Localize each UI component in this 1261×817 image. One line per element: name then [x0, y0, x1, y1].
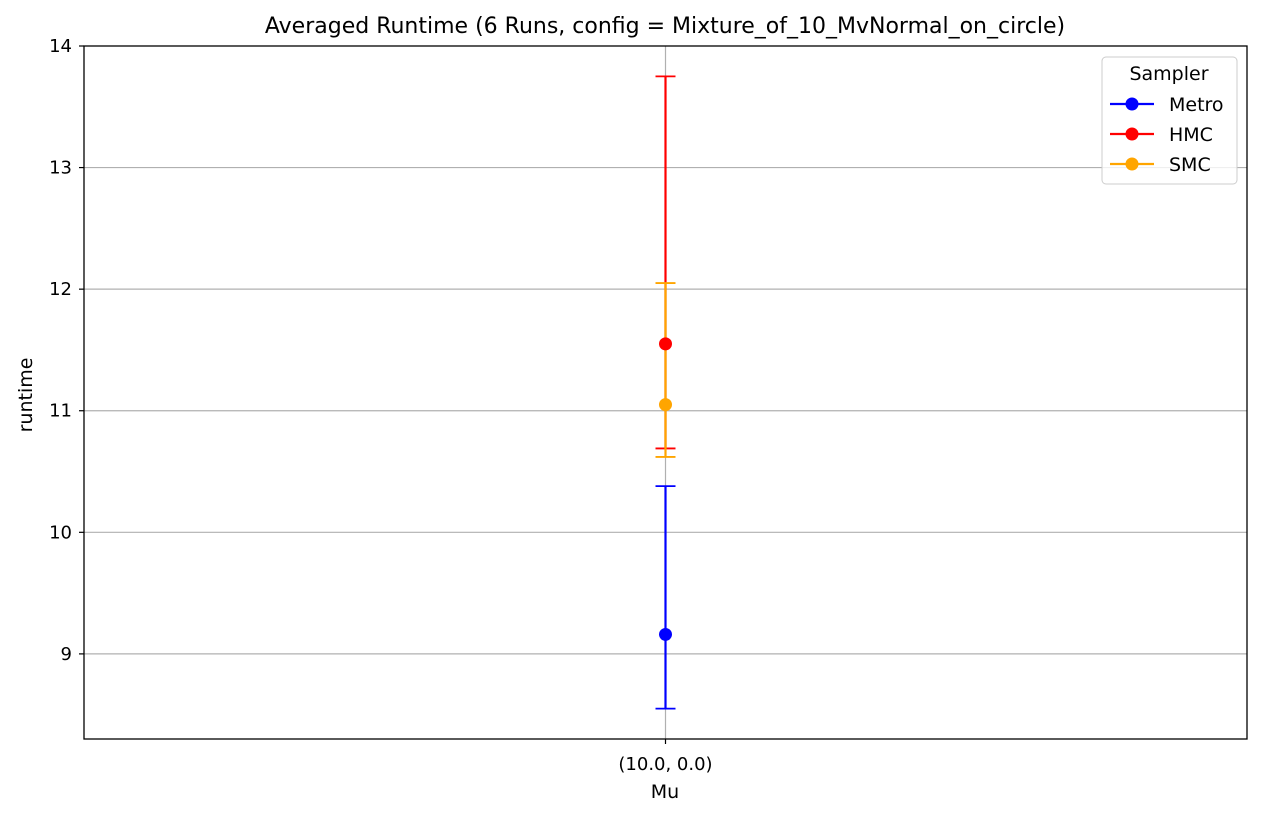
- y-tick-label: 11: [49, 401, 72, 422]
- legend-label-smc: SMC: [1169, 154, 1211, 176]
- legend-marker-smc: [1125, 157, 1139, 171]
- axis-ticks: 9 10 11 12 13 14 (10.0, 0.0): [49, 36, 713, 775]
- legend-marker-metro: [1125, 97, 1139, 111]
- legend-marker-hmc: [1125, 127, 1139, 141]
- metro-mean-point: [659, 627, 672, 641]
- y-tick-label: 12: [49, 279, 72, 300]
- legend-frame: [1101, 56, 1238, 185]
- y-tick-label: 9: [61, 644, 72, 665]
- y-axis-label: runtime: [15, 358, 37, 433]
- chart-title: Averaged Runtime (6 Runs, config = Mixtu…: [265, 14, 1065, 39]
- legend: Sampler Metro HMC SMC: [1101, 56, 1238, 185]
- y-tick-label: 14: [49, 36, 72, 57]
- series-layer: [655, 75, 676, 710]
- y-tick-label: 10: [49, 522, 72, 543]
- hmc-mean-point: [659, 337, 672, 351]
- x-tick-label: (10.0, 0.0): [618, 754, 712, 775]
- y-tick-label: 13: [49, 158, 72, 179]
- legend-entries: Metro HMC SMC: [1110, 94, 1224, 176]
- x-axis-label: Mu: [651, 781, 679, 803]
- legend-label-hmc: HMC: [1169, 124, 1213, 146]
- legend-label-metro: Metro: [1169, 94, 1224, 116]
- smc-mean-point: [659, 398, 672, 412]
- legend-title: Sampler: [1129, 63, 1208, 85]
